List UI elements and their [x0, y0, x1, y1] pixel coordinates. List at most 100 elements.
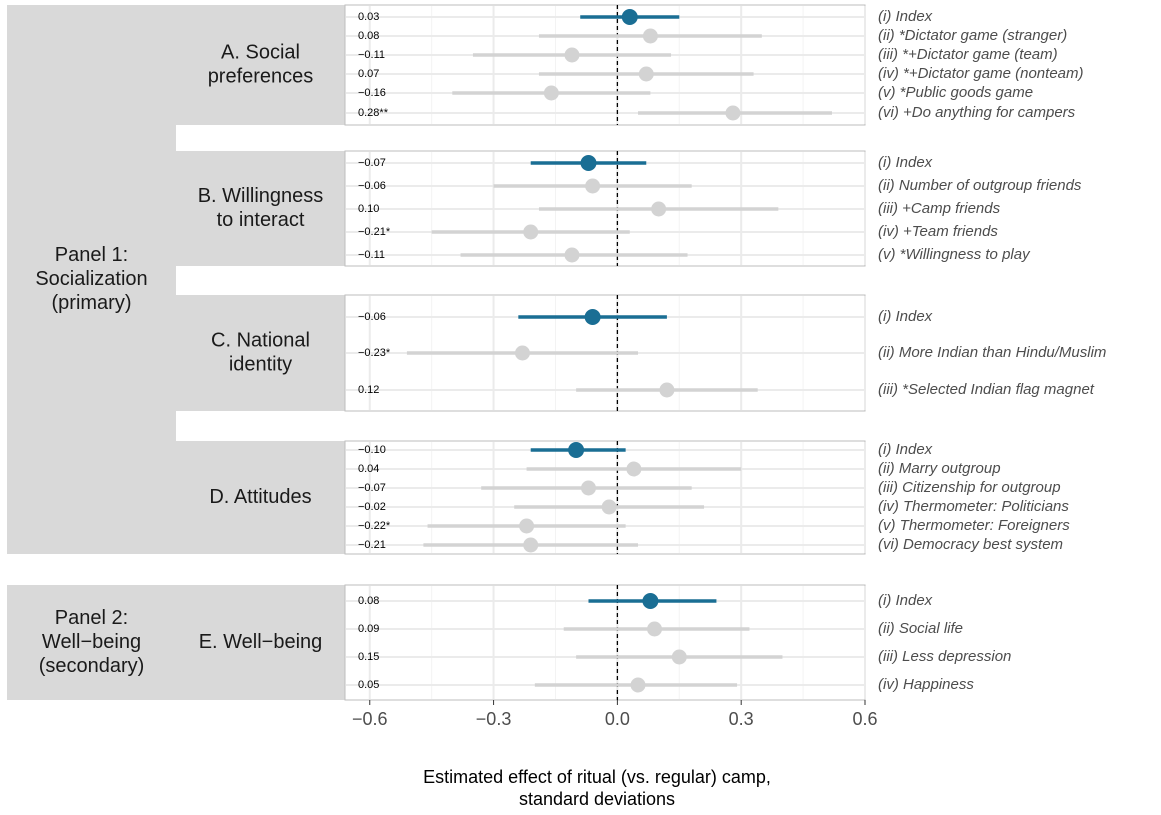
panel-group-strip: [7, 585, 176, 700]
panel-background: [344, 440, 866, 555]
outcome-label-ii-marry-outgroup: (ii) Marry outgroup: [878, 460, 1001, 477]
facet-strip: [176, 295, 345, 411]
estimate-label: −0.02: [358, 501, 386, 513]
estimate-label: 0.08: [358, 595, 379, 607]
point-estimate: [580, 480, 596, 496]
outcome-label-v-thermometer-foreigners: (v) Thermometer: Foreigners: [878, 517, 1070, 534]
point-estimate: [626, 461, 642, 477]
facet-label: A. Social: [221, 41, 300, 63]
estimate-label: −0.07: [358, 157, 386, 169]
estimate-label: −0.16: [358, 87, 386, 99]
facet-label: identity: [229, 353, 292, 375]
estimate-label: −0.21*: [358, 226, 391, 238]
outcome-label-iii-camp-friends: (iii) +Camp friends: [878, 200, 1001, 217]
point-estimate: [585, 178, 601, 194]
outcome-label-ii-more-indian-than-hindu-muslim: (ii) More Indian than Hindu/Muslim: [878, 344, 1106, 361]
estimate-label: −0.06: [358, 180, 386, 192]
outcome-label-iv-team-friends: (iv) +Team friends: [878, 223, 998, 240]
point-estimate: [523, 537, 539, 553]
estimate-label: 0.07: [358, 68, 379, 80]
estimate-label: 0.05: [358, 679, 379, 691]
facet-label: C. National: [211, 329, 310, 351]
outcome-label-vi-do-anything-for-campers: (vi) +Do anything for campers: [878, 104, 1076, 121]
point-estimate: [514, 345, 530, 361]
estimate-label: −0.22*: [358, 520, 391, 532]
point-estimate: [543, 85, 559, 101]
panel-group-label: Panel 2:: [55, 607, 128, 629]
outcome-label-i-index: (i) Index: [878, 154, 933, 171]
estimate-label: 0.15: [358, 651, 379, 663]
point-estimate: [642, 28, 658, 44]
outcome-label-iii-dictator-game-team: (iii) *+Dictator game (team): [878, 46, 1058, 63]
point-estimate: [647, 621, 663, 637]
estimate-label: −0.06: [358, 311, 386, 323]
point-estimate: [580, 155, 597, 171]
facet-panel: −0.06 (i) Index −0.23* (ii) More Indian tha…: [344, 294, 1106, 412]
outcome-label-i-index: (i) Index: [878, 308, 933, 325]
x-tick-label: 0.6: [852, 709, 877, 729]
point-estimate: [630, 677, 646, 693]
facet-strip: [176, 151, 345, 266]
x-axis-title-line: standard deviations: [519, 789, 675, 809]
estimate-label: 0.10: [358, 203, 379, 215]
x-axis: −0.6 −0.3 0.0 0.3 0.6: [352, 700, 878, 729]
outcome-label-ii-number-of-outgroup-friends: (ii) Number of outgroup friends: [878, 177, 1082, 194]
outcome-label-iii-selected-indian-flag-magnet: (iii) *Selected Indian flag magnet: [878, 381, 1095, 398]
estimate-label: 0.28**: [358, 107, 389, 119]
estimate-label: 0.03: [358, 11, 379, 23]
outcome-label-i-index: (i) Index: [878, 8, 933, 25]
x-tick-label: 0.0: [605, 709, 630, 729]
x-tick-label: −0.3: [476, 709, 512, 729]
panel-group-strip: [7, 5, 176, 554]
outcome-label-v-willingness-to-play: (v) *Willingness to play: [878, 246, 1031, 263]
point-estimate: [519, 518, 535, 534]
outcome-label-vi-democracy-best-system: (vi) Democracy best system: [878, 536, 1063, 553]
estimate-label: −0.23*: [358, 347, 391, 359]
outcome-label-ii-social-life: (ii) Social life: [878, 620, 963, 637]
outcome-label-iii-citizenship-for-outgroup: (iii) Citizenship for outgroup: [878, 479, 1061, 496]
point-estimate: [584, 309, 601, 325]
panel-group-label: Socialization: [35, 268, 147, 290]
facet-strip: [176, 441, 345, 554]
point-estimate: [621, 9, 638, 25]
facet-panels: 0.03 (i) Index 0.08 (ii) *Dictator game (st…: [344, 4, 1106, 701]
panel-group-label: (primary): [52, 292, 132, 314]
estimate-label: 0.09: [358, 623, 379, 635]
point-estimate: [523, 224, 539, 240]
estimate-label: −0.10: [358, 444, 386, 456]
facet-panel: 0.03 (i) Index 0.08 (ii) *Dictator game (st…: [344, 4, 1084, 126]
estimate-label: 0.12: [358, 384, 379, 396]
facet-label: D. Attitudes: [209, 486, 311, 508]
facet-panel: −0.07 (i) Index −0.06 (ii) Number of outgro…: [344, 150, 1082, 267]
point-estimate: [642, 593, 659, 609]
outcome-label-iv-dictator-game-nonteam: (iv) *+Dictator game (nonteam): [878, 65, 1084, 82]
point-estimate: [638, 66, 654, 82]
facet-strip: [176, 5, 345, 125]
point-estimate: [659, 382, 675, 398]
point-estimate: [671, 649, 687, 665]
point-estimate: [568, 442, 585, 458]
outcome-label-i-index: (i) Index: [878, 441, 933, 458]
facet-label: E. Well−being: [199, 631, 323, 653]
estimate-label: 0.08: [358, 30, 379, 42]
x-tick-label: −0.6: [352, 709, 388, 729]
point-estimate: [651, 201, 667, 217]
outcome-label-iv-thermometer-politicians: (iv) Thermometer: Politicians: [878, 498, 1069, 515]
outcome-label-v-public-goods-game: (v) *Public goods game: [878, 84, 1033, 101]
panel-group-label: Well−being: [42, 631, 141, 653]
estimate-label: −0.11: [358, 49, 385, 61]
estimate-label: −0.21: [358, 539, 386, 551]
x-tick-label: 0.3: [729, 709, 754, 729]
facet-strip: [176, 585, 345, 700]
outcome-label-i-index: (i) Index: [878, 592, 933, 609]
panel-group-strips: Panel 1:Socialization(primary) Panel 2:We…: [7, 5, 176, 700]
point-estimate: [725, 105, 741, 121]
point-estimate: [564, 247, 580, 263]
outcome-label-iii-less-depression: (iii) Less depression: [878, 648, 1011, 665]
estimate-label: −0.07: [358, 482, 386, 494]
outcome-label-ii-dictator-game-stranger: (ii) *Dictator game (stranger): [878, 27, 1067, 44]
panel-group-label: (secondary): [39, 655, 145, 677]
facet-label: preferences: [208, 65, 314, 87]
panel-background: [344, 4, 866, 126]
